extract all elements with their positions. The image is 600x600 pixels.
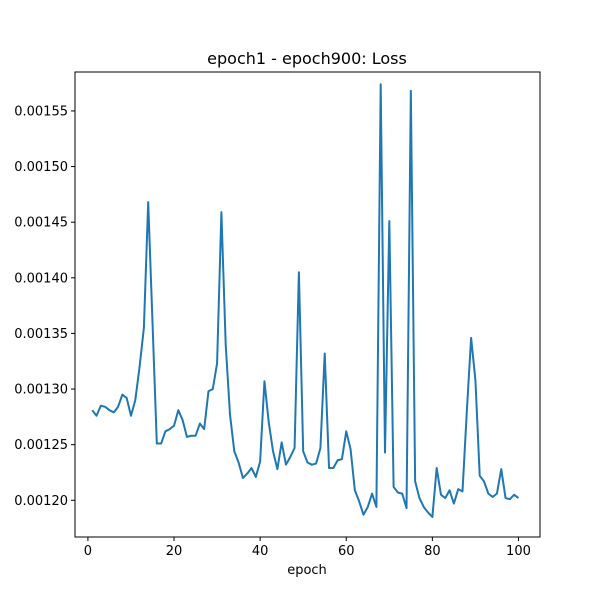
y-tick-label: 0.00155 (14, 104, 68, 119)
axes-frame (74, 71, 541, 538)
x-tick-label: 100 (506, 544, 531, 559)
x-tick-label: 60 (338, 544, 355, 559)
y-tick-label: 0.00135 (14, 327, 68, 342)
series-layer (91, 83, 520, 518)
x-axis-label: epoch (287, 563, 327, 578)
x-tick-label: 80 (424, 544, 441, 559)
x-tick-label: 0 (84, 544, 92, 559)
y-tick-label: 0.00140 (14, 271, 68, 286)
y-tick-label: 0.00125 (14, 438, 68, 453)
y-tick-label: 0.00145 (14, 216, 68, 231)
chart-title: epoch1 - epoch900: Loss (207, 49, 407, 68)
x-axis-ticks: 0 20 40 60 80 100 (84, 537, 531, 559)
series-line-0 (91, 83, 520, 518)
plot-area (74, 71, 541, 538)
y-tick-label: 0.00120 (14, 494, 68, 509)
y-tick-label: 0.00130 (14, 383, 68, 398)
y-axis-ticks: 0.00120 0.00125 0.00130 0.00135 0.00140 0.001… (14, 104, 75, 509)
y-tick-label: 0.00150 (14, 160, 68, 175)
x-tick-label: 40 (252, 544, 269, 559)
x-tick-label: 20 (166, 544, 183, 559)
